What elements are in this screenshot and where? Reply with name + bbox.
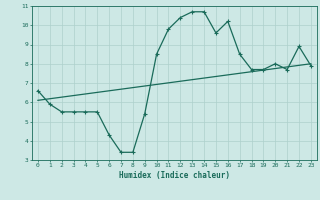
X-axis label: Humidex (Indice chaleur): Humidex (Indice chaleur) [119,171,230,180]
